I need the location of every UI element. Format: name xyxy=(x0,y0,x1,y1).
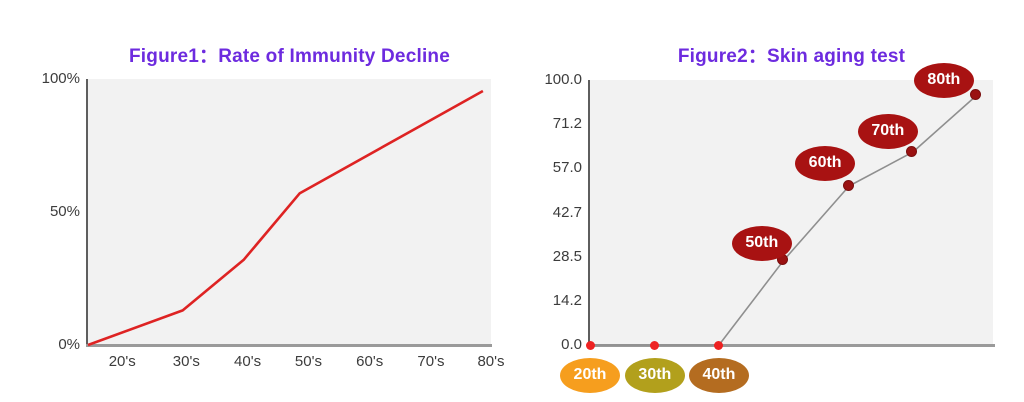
figure1-y-axis xyxy=(86,79,88,347)
figure2-y-axis xyxy=(588,80,590,347)
figure2-line-series xyxy=(590,94,978,346)
age-badge: 20th xyxy=(560,357,620,393)
y-tick-label: 71.2 xyxy=(552,115,582,133)
age-badge: 80th xyxy=(913,62,974,98)
line-path xyxy=(590,94,978,346)
figure1-line-series xyxy=(87,89,484,347)
y-tick-label: 0.0 xyxy=(561,336,582,353)
x-tick-label: 30's xyxy=(172,353,200,370)
y-tick-label: 42.7 xyxy=(552,203,582,221)
y-tick-label: 0% xyxy=(58,336,80,353)
x-tick-label: 80's xyxy=(477,353,505,370)
age-badge-label: 40th xyxy=(702,366,736,383)
age-badge: 70th xyxy=(857,113,918,149)
x-tick-label: 40's xyxy=(234,353,262,370)
y-tick-label: 100.0 xyxy=(544,71,582,88)
y-tick-label: 100% xyxy=(41,70,80,87)
age-badge-label: 80th xyxy=(927,71,961,89)
age-badge-label: 60th xyxy=(808,154,842,171)
age-badge-label: 70th xyxy=(871,122,905,140)
figure1-x-axis xyxy=(86,344,492,347)
data-point-dot xyxy=(650,340,660,350)
y-tick-label: 57.0 xyxy=(552,159,582,177)
figure2-title: Figure2：Skin aging test xyxy=(677,45,906,67)
age-badge: 40th xyxy=(688,357,749,393)
data-point-dot xyxy=(714,340,724,350)
data-point-dot xyxy=(842,179,854,191)
age-badge: 30th xyxy=(624,357,685,393)
x-tick-label: 50's xyxy=(294,353,322,370)
age-badge-label: 50th xyxy=(745,234,779,252)
age-badge: 50th xyxy=(731,225,792,261)
line-path xyxy=(87,89,484,347)
data-point-dot xyxy=(970,88,982,100)
data-point-dot xyxy=(585,340,595,350)
x-tick-label: 20's xyxy=(108,353,136,370)
age-badge: 60th xyxy=(795,145,856,181)
age-badge-label: 30th xyxy=(638,366,672,383)
data-point-dot xyxy=(906,145,918,157)
y-tick-label: 50% xyxy=(49,203,80,220)
age-badge-label: 20th xyxy=(573,366,607,383)
y-tick-label: 14.2 xyxy=(552,291,582,309)
x-tick-label: 70's xyxy=(417,353,445,370)
x-tick-label: 60's xyxy=(356,353,384,370)
figure2-plot-area xyxy=(590,80,993,345)
y-tick-label: 28.5 xyxy=(552,247,582,265)
figure2-x-axis xyxy=(588,344,995,347)
figure1-title: Figure1：Rate of Immunity Decline xyxy=(128,45,450,67)
